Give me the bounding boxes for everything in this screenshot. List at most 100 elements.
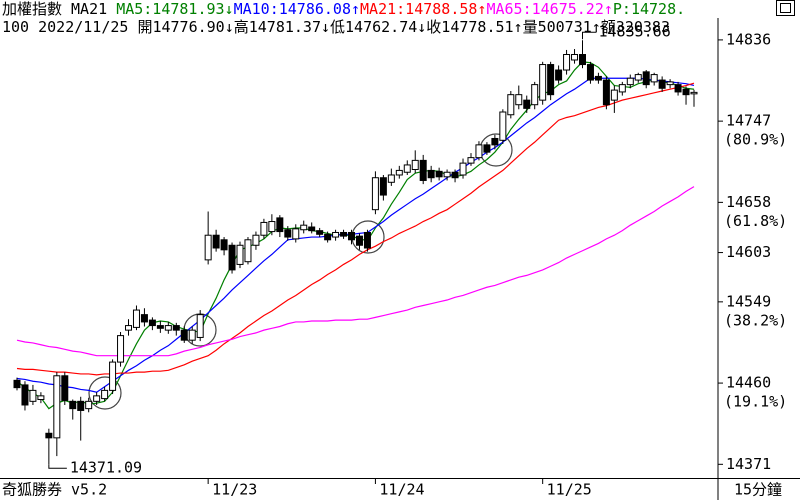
candle-body	[602, 79, 610, 106]
candle-body	[244, 239, 252, 263]
candle-body	[212, 234, 220, 249]
annotation-line	[48, 464, 67, 469]
legend-entry: MA65:14675.22↑	[486, 0, 613, 18]
candle-body	[172, 325, 180, 331]
candle-body	[610, 89, 618, 101]
candle-body	[340, 231, 348, 237]
candle-body	[515, 94, 523, 106]
candle-body	[348, 231, 356, 241]
candle-body	[379, 177, 387, 196]
candle-body	[252, 234, 260, 246]
software-label: 奇狐勝券 v5.2	[2, 481, 107, 499]
ma-line	[16, 77, 695, 393]
candle-body	[523, 99, 531, 109]
y-tick-label: 14658	[726, 193, 771, 211]
annotation-line	[581, 31, 597, 40]
y-tick-label: 14371	[726, 455, 771, 473]
candle-body	[140, 314, 148, 323]
info-line: 100 2022/11/25 開14776.90↓高14781.37↓低1476…	[2, 18, 670, 36]
candle-body	[332, 231, 340, 238]
legend-entry: MA10:14786.08↑	[233, 0, 361, 18]
price-label: P:14728.	[612, 0, 686, 18]
retracement-label: (80.9%)	[724, 131, 787, 149]
candle-body	[363, 231, 371, 249]
candle-body	[45, 432, 53, 439]
y-tick-label: 14460	[726, 374, 771, 392]
candle-body	[284, 229, 292, 238]
candle-body	[85, 400, 93, 410]
candle-body	[483, 144, 491, 153]
y-tick-label: 14549	[726, 292, 771, 310]
candle-body	[555, 69, 563, 81]
candle-body	[220, 239, 228, 251]
candle-body	[204, 234, 212, 261]
candle-body	[403, 164, 411, 173]
y-tick-label: 14603	[726, 243, 771, 261]
candle-body	[61, 375, 69, 401]
candle-body	[156, 325, 164, 329]
candle-body	[101, 389, 109, 400]
candle-body	[188, 329, 196, 341]
ma-line	[16, 186, 695, 357]
candle-body	[196, 314, 204, 338]
candle-body	[53, 375, 61, 439]
candle-body	[642, 71, 650, 86]
window-button[interactable]	[776, 0, 795, 16]
header: 加權指數 MA21 MA5:14781.93↓MA10:14786.08↑MA2…	[2, 0, 772, 36]
instrument: 加權指數 MA21	[2, 0, 108, 18]
x-tick-label: 11/23	[212, 481, 257, 499]
candle-body	[571, 54, 579, 61]
header-line: 100 2022/11/25 開14776.90↓高14781.37↓低1476…	[2, 18, 772, 36]
candle-body	[563, 54, 571, 71]
candle-body	[491, 137, 499, 146]
candle-body	[180, 329, 188, 341]
candle-body	[69, 400, 77, 410]
y-tick-label: 14836	[726, 30, 771, 48]
candle-body	[547, 64, 555, 96]
candle-body	[125, 325, 133, 331]
candle-body	[117, 335, 125, 363]
annotation: 14371.09	[70, 459, 142, 477]
candle-body	[308, 226, 316, 232]
candle-body	[666, 81, 674, 86]
candle-body	[658, 79, 666, 89]
candle-body	[164, 325, 172, 331]
retracement-label: (19.1%)	[724, 393, 787, 411]
candle-body	[531, 84, 539, 106]
candle-body	[594, 75, 602, 81]
candle-body	[13, 379, 21, 389]
candle-body	[316, 230, 324, 235]
retracement-label: (38.2%)	[724, 311, 787, 329]
legend: MA5:14781.93↓MA10:14786.08↑MA21:14788.58…	[116, 0, 613, 18]
candle-body	[626, 77, 634, 86]
candle-body	[395, 169, 403, 176]
candle-body	[355, 235, 363, 246]
legend-entry: MA21:14788.58↑	[360, 0, 487, 18]
candle-body	[228, 244, 236, 271]
period-label: 15分鐘	[734, 481, 782, 499]
y-tick-label: 14747	[726, 112, 771, 130]
candle-body	[371, 177, 379, 211]
candle-body	[77, 400, 85, 411]
candle-body	[300, 224, 308, 231]
legend-entry: MA5:14781.93↓	[116, 0, 234, 18]
candle-body	[132, 309, 140, 328]
candle-body	[507, 94, 515, 116]
candle-body	[690, 91, 698, 95]
candle-body	[236, 244, 244, 265]
candle-body	[292, 228, 300, 240]
candle-body	[276, 217, 284, 233]
candle-body	[459, 162, 467, 176]
candle-body	[29, 389, 37, 402]
candle-body	[682, 88, 690, 96]
candle-body	[419, 159, 427, 181]
candle-body	[387, 174, 395, 183]
candle-body	[634, 74, 642, 81]
candle-body	[148, 319, 156, 327]
annotation: 14835.66	[598, 23, 670, 41]
candle-body	[109, 361, 117, 391]
signal-circle	[88, 376, 122, 410]
x-tick-label: 11/25	[547, 481, 592, 499]
